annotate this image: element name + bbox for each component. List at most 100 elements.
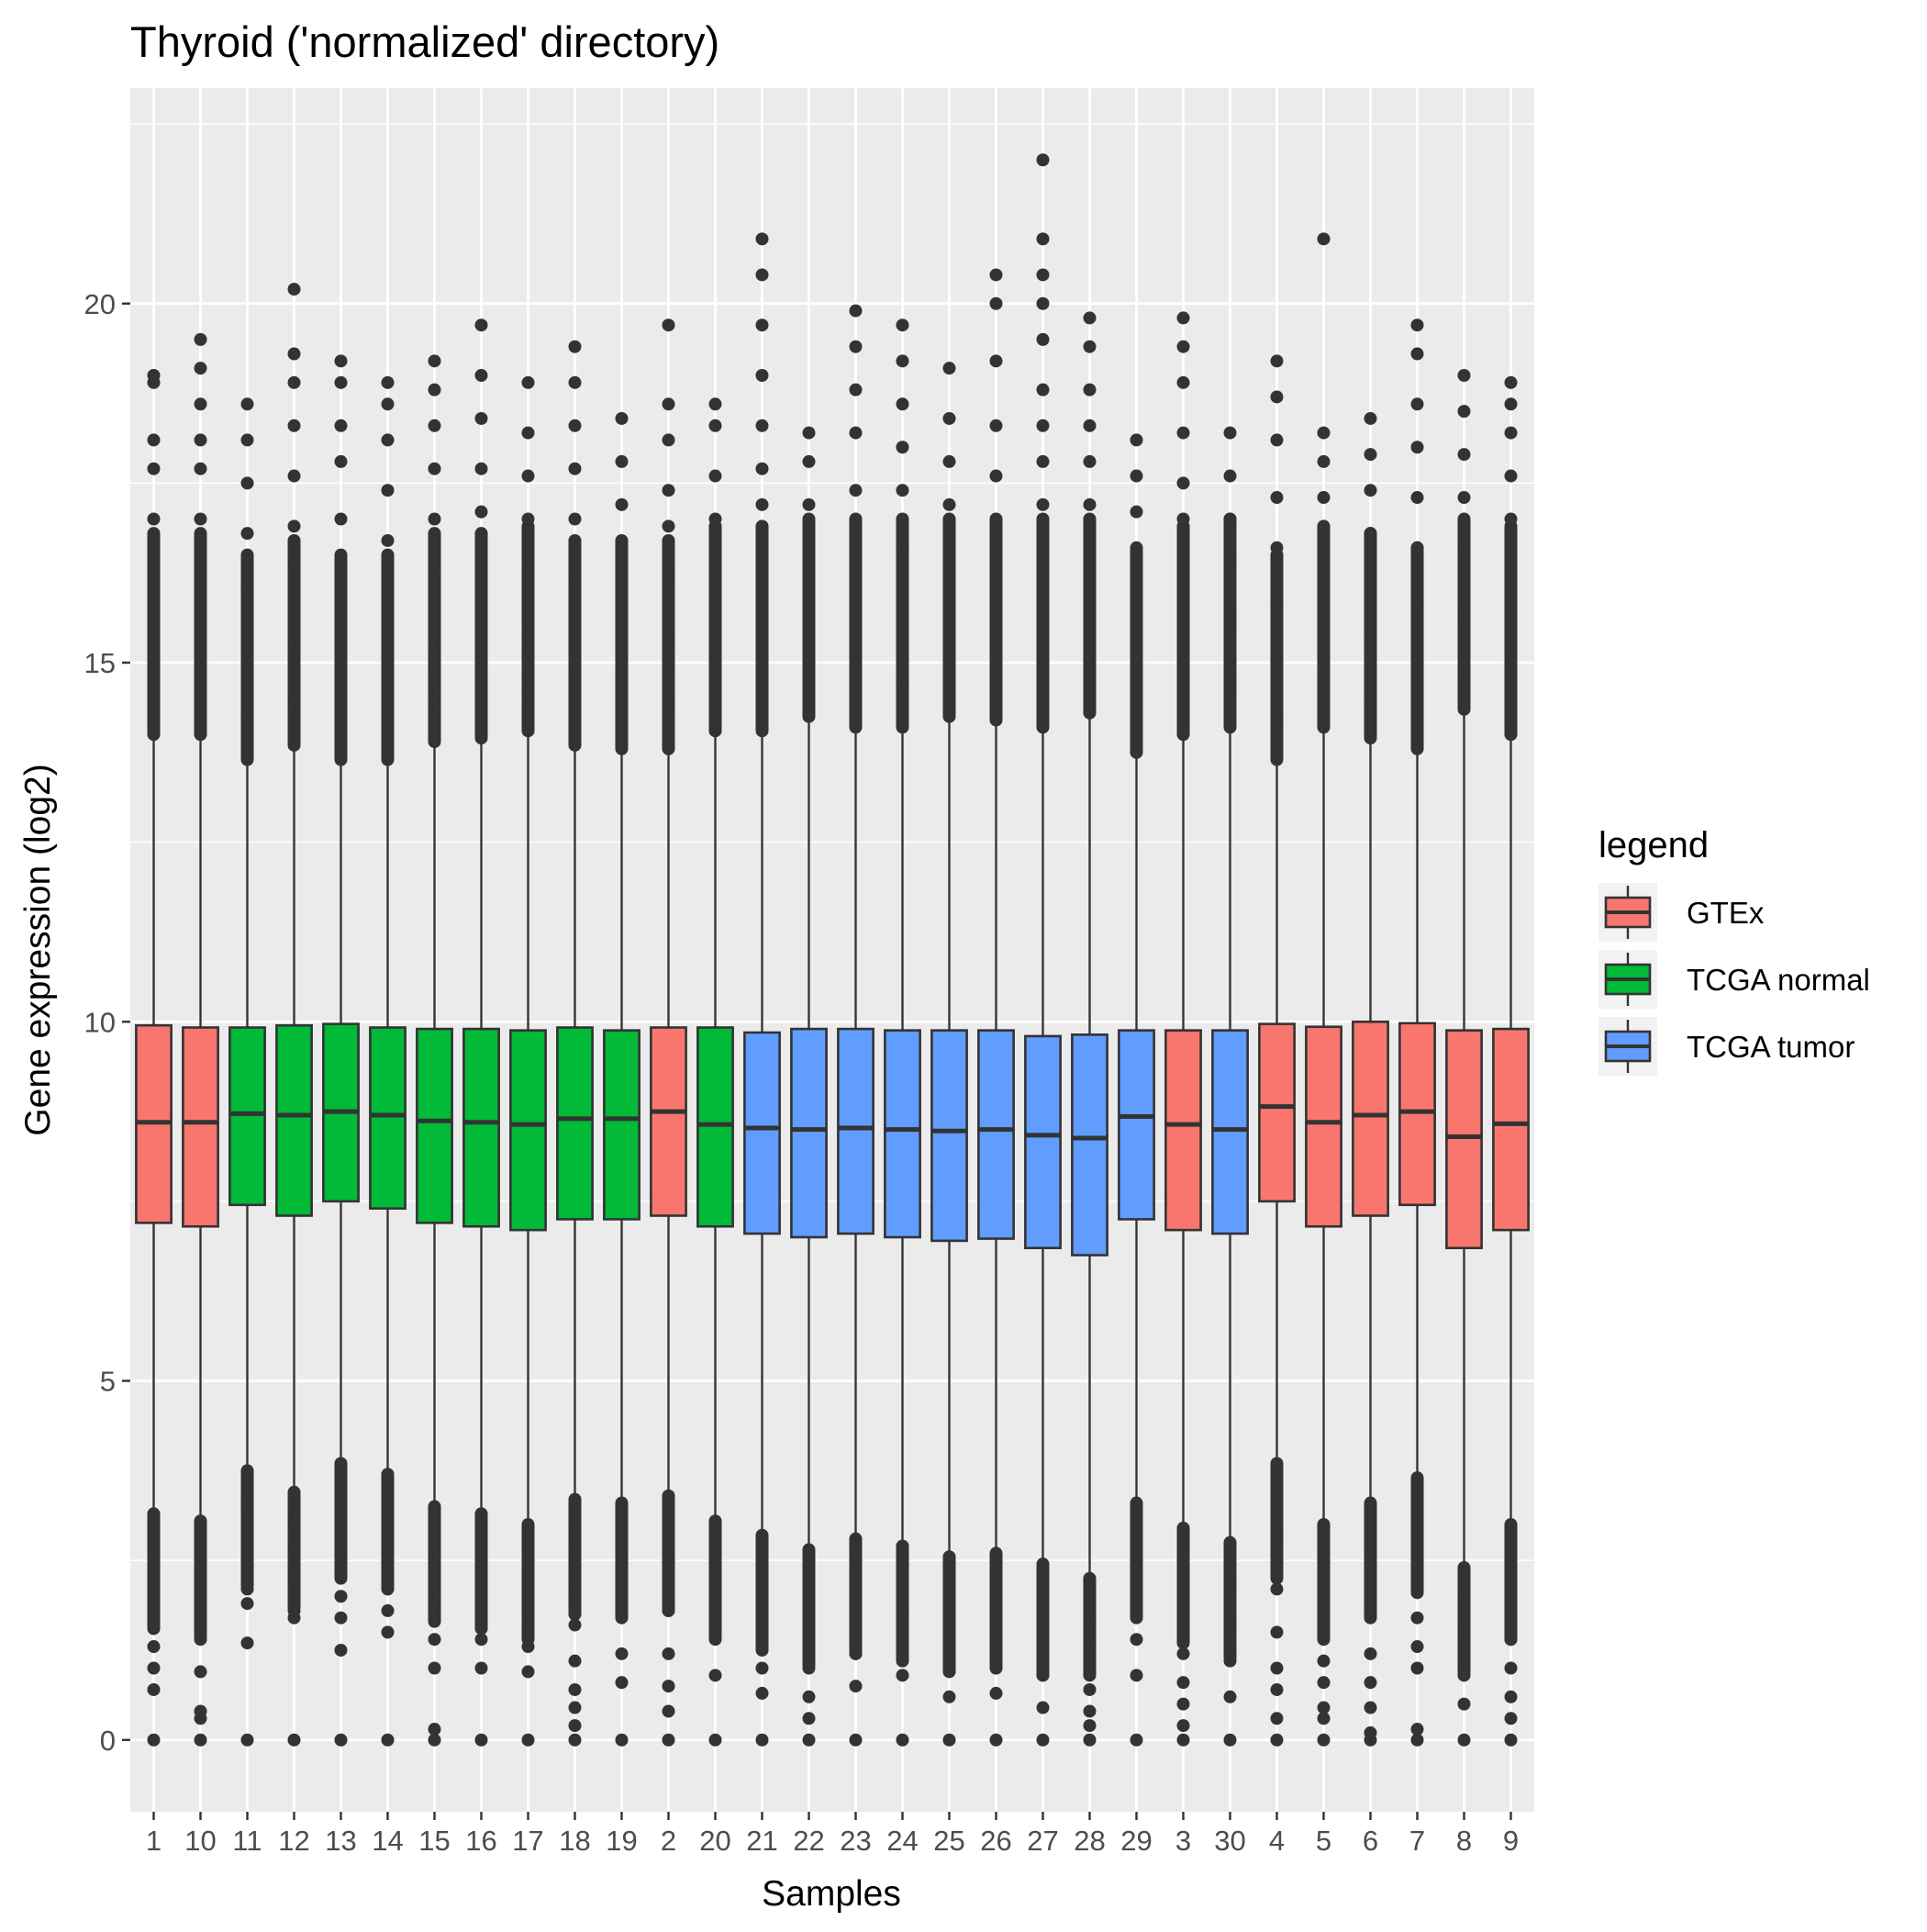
outlier-point (1036, 419, 1050, 432)
box-sample-3 (1164, 311, 1202, 1747)
outlier-point (1270, 491, 1284, 505)
outlier-point (1223, 1618, 1237, 1632)
outlier-point (1457, 1697, 1471, 1711)
outlier-point (194, 397, 207, 411)
box-iqr (837, 1027, 874, 1235)
outlier-point (287, 1733, 301, 1747)
outlier-point (802, 1582, 816, 1596)
outlier-point (1410, 1518, 1424, 1531)
outlier-point (287, 1547, 301, 1560)
outlier-point (1504, 1590, 1518, 1603)
outlier-point (1083, 311, 1097, 325)
outlier-point (1130, 469, 1143, 483)
outlier-point (521, 1733, 535, 1747)
outlier-point (1176, 1733, 1190, 1747)
outlier-point (1364, 563, 1377, 576)
outlier-point (615, 1676, 629, 1690)
x-tick-label: 11 (232, 1825, 262, 1857)
outlier-point (1176, 311, 1190, 325)
box-iqr (182, 1026, 219, 1228)
legend-label: TCGA tumor (1687, 1030, 1855, 1064)
outlier-point (381, 570, 395, 584)
box-iqr (743, 1031, 781, 1235)
outlier-point (334, 1496, 348, 1510)
y-axis-title: Gene expression (log2) (18, 764, 58, 1135)
outlier-point (1036, 153, 1050, 167)
outlier-point (849, 541, 863, 554)
box-sample-11 (228, 397, 266, 1747)
outlier-point (1457, 663, 1471, 676)
outlier-point (194, 362, 207, 375)
outlier-point (240, 656, 254, 669)
outlier-point (474, 1733, 488, 1747)
box-sample-17 (509, 375, 547, 1747)
outlier-point (568, 1682, 582, 1696)
outlier-point (240, 1597, 254, 1611)
outlier-point (474, 1633, 488, 1647)
outlier-point (381, 1575, 395, 1589)
outlier-point (1504, 555, 1518, 569)
outlier-point (568, 1532, 582, 1546)
outlier-point (1504, 426, 1518, 440)
outlier-point (194, 1590, 207, 1603)
outlier-point (615, 541, 629, 554)
outlier-point (896, 541, 909, 554)
box-iqr (1118, 1029, 1155, 1221)
outlier-point (568, 419, 582, 432)
x-tick-label: 30 (1214, 1825, 1245, 1857)
outlier-point (1223, 469, 1237, 483)
outlier-point (1364, 1603, 1377, 1617)
outlier-point (662, 570, 675, 584)
outlier-point (1317, 1654, 1331, 1668)
box-sample-26 (977, 268, 1015, 1747)
outlier-point (1364, 527, 1377, 541)
outlier-point (194, 1633, 207, 1647)
outlier-point (662, 397, 675, 411)
outlier-point (896, 441, 909, 454)
outlier-point (568, 1654, 582, 1668)
outlier-point (147, 1661, 161, 1675)
outlier-point (1270, 1682, 1284, 1696)
outlier-point (662, 698, 675, 712)
outlier-point (849, 383, 863, 396)
box-iqr (790, 1027, 828, 1239)
x-tick-label: 2 (661, 1825, 676, 1857)
outlier-point (1317, 1568, 1331, 1581)
outlier-point (147, 1575, 161, 1589)
outlier-point (240, 1636, 254, 1650)
outlier-point (240, 397, 254, 411)
outlier-point (240, 1503, 254, 1517)
outlier-point (1364, 1725, 1377, 1739)
outlier-point (1410, 1723, 1424, 1737)
outlier-point (896, 1733, 909, 1747)
outlier-point (287, 1603, 301, 1617)
plot-panel (130, 88, 1534, 1812)
outlier-point (662, 1704, 675, 1718)
box-iqr (1211, 1029, 1249, 1235)
outlier-point (849, 1611, 863, 1625)
outlier-point (802, 1625, 816, 1639)
box-sample-12 (275, 283, 313, 1747)
outlier-point (942, 497, 956, 511)
outlier-point (1504, 469, 1518, 483)
outlier-point (1176, 512, 1190, 526)
outlier-point (708, 1590, 722, 1603)
outlier-point (1410, 1661, 1424, 1675)
outlier-point (1036, 677, 1050, 691)
outlier-point (1036, 1590, 1050, 1603)
outlier-point (615, 1733, 629, 1747)
outlier-point (1176, 1603, 1190, 1617)
legend-item-tcga-normal: TCGA normal (1598, 950, 1870, 1009)
outlier-point (381, 1503, 395, 1517)
outlier-point (521, 426, 535, 440)
outlier-point (1410, 1611, 1424, 1625)
outlier-point (1317, 454, 1331, 468)
outlier-point (474, 1661, 488, 1675)
outlier-point (1130, 706, 1143, 720)
box-sample-22 (790, 426, 828, 1747)
outlier-point (662, 484, 675, 497)
outlier-point (802, 1661, 816, 1675)
outlier-point (1410, 441, 1424, 454)
outlier-point (662, 1733, 675, 1747)
